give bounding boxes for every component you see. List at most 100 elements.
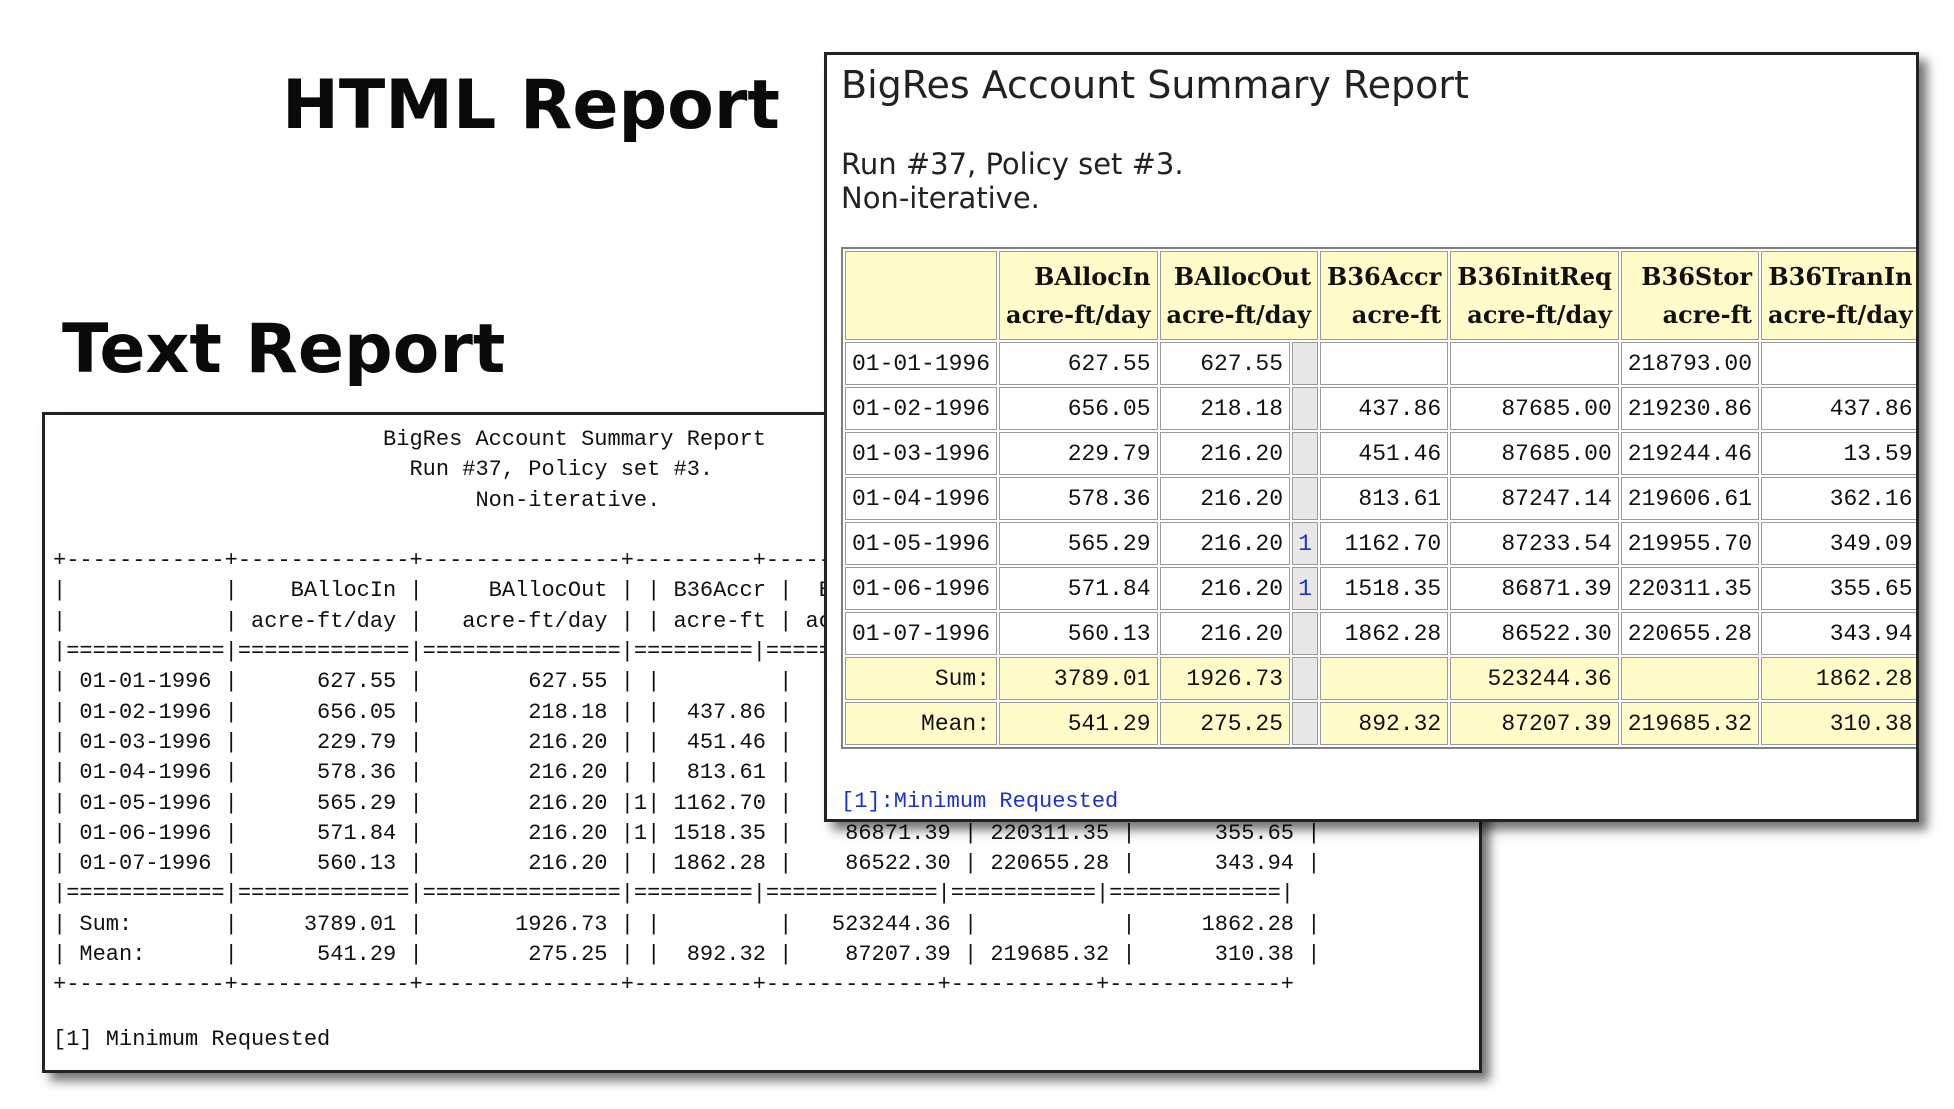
value-cell-b36accr: 1862.28 (1320, 612, 1449, 655)
header-name: B36InitReq (1457, 261, 1612, 291)
value-cell-b36accr (1320, 342, 1449, 385)
value-cell-b36stor: 220311.35 (1620, 567, 1760, 610)
sum-cell-b36stor (1620, 657, 1760, 700)
value-cell-b36stor: 219244.46 (1620, 432, 1760, 475)
header-ballocout: BAllocOut acre-ft/day (1159, 251, 1319, 340)
header-name: BAllocOut (1173, 261, 1312, 291)
header-b36tranin: B36TranIn acre-ft/day (1761, 251, 1916, 340)
value-cell-ballocin: 560.13 (999, 612, 1158, 655)
value-cell-b36stor: 219230.86 (1620, 387, 1760, 430)
header-unit: acre-ft (1351, 299, 1442, 329)
header-name: B36Stor (1641, 261, 1753, 291)
text-report-line: BigRes Account Summary Report (53, 427, 766, 452)
value-cell-ballocin: 229.79 (999, 432, 1158, 475)
sum-cell-b36initreq: 523244.36 (1450, 657, 1619, 700)
sum-cell-b36tranin: 1862.28 (1761, 657, 1916, 700)
report-subtitle-run: Run #37, Policy set #3. (841, 147, 1184, 181)
mean-cell-b36tranin: 310.38 (1761, 702, 1916, 745)
text-report-line: | Mean: | 541.29 | 275.25 | | 892.32 | 8… (53, 942, 1321, 968)
text-report-label: Text Report (62, 310, 506, 389)
value-cell-b36accr: 813.61 (1320, 477, 1449, 520)
value-cell-b36accr: 451.46 (1320, 432, 1449, 475)
mean-cell-b36initreq: 87207.39 (1450, 702, 1619, 745)
footnote-marker: 1 (1292, 567, 1319, 610)
value-cell-b36initreq: 86871.39 (1450, 567, 1619, 610)
sum-cell-b36accr (1320, 657, 1449, 700)
sum-row: Sum: 3789.01 1926.73 523244.36 1862.28 (845, 657, 1916, 700)
date-cell: 01-05-1996 (845, 522, 998, 565)
sum-label: Sum: (845, 657, 998, 700)
table-row: 01-05-1996 565.29 216.20 1 1162.70 87233.54 21… (845, 522, 1916, 565)
value-cell-b36tranin: 343.94 (1761, 612, 1916, 655)
value-cell-ballocout: 216.20 (1159, 567, 1291, 610)
value-cell-b36initreq: 87233.54 (1450, 522, 1619, 565)
table-row: 01-01-1996 627.55 627.55 218793.00 (845, 342, 1916, 385)
table-header-row: BAllocIn acre-ft/day BAllocOut acre-ft/day… (845, 251, 1916, 340)
footnote-marker (1292, 702, 1319, 745)
value-cell-b36initreq: 87685.00 (1450, 387, 1619, 430)
header-name: B36Accr (1327, 261, 1442, 291)
table-row: 01-03-1996 229.79 216.20 451.46 87685.00 2192… (845, 432, 1916, 475)
header-unit: acre-ft/day (1768, 299, 1913, 329)
text-report-line: Non-iterative. (53, 487, 661, 513)
text-report-line: Run #37, Policy set #3. (53, 457, 714, 483)
footnote-marker (1292, 477, 1319, 520)
html-report-panel: BigRes Account Summary Report Run #37, P… (824, 52, 1919, 822)
date-cell: 01-06-1996 (845, 567, 998, 610)
mean-label: Mean: (845, 702, 998, 745)
value-cell-b36initreq (1450, 342, 1619, 385)
table-row: 01-07-1996 560.13 216.20 1862.28 86522.30 220… (845, 612, 1916, 655)
value-cell-b36accr: 1518.35 (1320, 567, 1449, 610)
header-name: B36TranIn (1768, 261, 1913, 291)
value-cell-ballocout: 218.18 (1159, 387, 1291, 430)
value-cell-b36tranin: 13.59 (1761, 432, 1916, 475)
value-cell-b36stor: 219955.70 (1620, 522, 1760, 565)
value-cell-ballocout: 216.20 (1159, 477, 1291, 520)
value-cell-b36stor: 220655.28 (1620, 612, 1760, 655)
value-cell-ballocin: 565.29 (999, 522, 1158, 565)
value-cell-b36accr: 1162.70 (1320, 522, 1449, 565)
value-cell-b36tranin: 349.09 (1761, 522, 1916, 565)
report-subtitle-mode: Non-iterative. (841, 181, 1040, 215)
value-cell-b36initreq: 86522.30 (1450, 612, 1619, 655)
mean-row: Mean: 541.29 275.25 892.32 87207.39 219685.32… (845, 702, 1916, 745)
table-row: 01-06-1996 571.84 216.20 1 1518.35 86871.39 22… (845, 567, 1916, 610)
value-cell-b36tranin (1761, 342, 1916, 385)
html-report-label: HTML Report (282, 66, 780, 145)
header-b36accr: B36Accr acre-ft (1320, 251, 1449, 340)
footnote-marker (1292, 342, 1319, 385)
date-cell: 01-03-1996 (845, 432, 998, 475)
value-cell-ballocout: 216.20 (1159, 612, 1291, 655)
account-summary-table: BAllocIn acre-ft/day BAllocOut acre-ft/day… (841, 247, 1916, 749)
value-cell-ballocin: 571.84 (999, 567, 1158, 610)
value-cell-b36tranin: 355.65 (1761, 567, 1916, 610)
footnote-marker (1292, 657, 1319, 700)
mean-cell-ballocin: 541.29 (999, 702, 1158, 745)
text-report-line: | Sum: | 3789.01 | 1926.73 | | | 523244.… (53, 911, 1321, 937)
report-footnote: [1]:Minimum Requested (841, 789, 1119, 814)
table-row: 01-02-1996 656.05 218.18 437.86 87685.00 2192… (845, 387, 1916, 430)
footnote-marker (1292, 432, 1319, 475)
value-cell-b36stor: 218793.00 (1620, 342, 1760, 385)
date-cell: 01-01-1996 (845, 342, 998, 385)
mean-cell-ballocout: 275.25 (1159, 702, 1291, 745)
header-b36stor: B36Stor acre-ft (1620, 251, 1760, 340)
value-cell-b36initreq: 87685.00 (1450, 432, 1619, 475)
header-unit: acre-ft/day (1006, 299, 1151, 329)
text-report-line: | 01-06-1996 | 571.84 | 216.20 |1| 1518.… (53, 820, 1321, 846)
date-cell: 01-07-1996 (845, 612, 998, 655)
header-b36initreq: B36InitReq acre-ft/day (1450, 251, 1619, 340)
footnote-marker (1292, 387, 1319, 430)
table-row: 01-04-1996 578.36 216.20 813.61 87247.14 2196… (845, 477, 1916, 520)
value-cell-ballocin: 656.05 (999, 387, 1158, 430)
sum-cell-ballocout: 1926.73 (1159, 657, 1291, 700)
value-cell-ballocout: 216.20 (1159, 432, 1291, 475)
mean-cell-b36accr: 892.32 (1320, 702, 1449, 745)
value-cell-ballocout: 216.20 (1159, 522, 1291, 565)
header-unit: acre-ft (1662, 299, 1753, 329)
header-unit: acre-ft/day (1166, 299, 1312, 329)
value-cell-b36stor: 219606.61 (1620, 477, 1760, 520)
date-cell: 01-04-1996 (845, 477, 998, 520)
value-cell-b36tranin: 437.86 (1761, 387, 1916, 430)
header-unit: acre-ft/day (1467, 299, 1612, 329)
